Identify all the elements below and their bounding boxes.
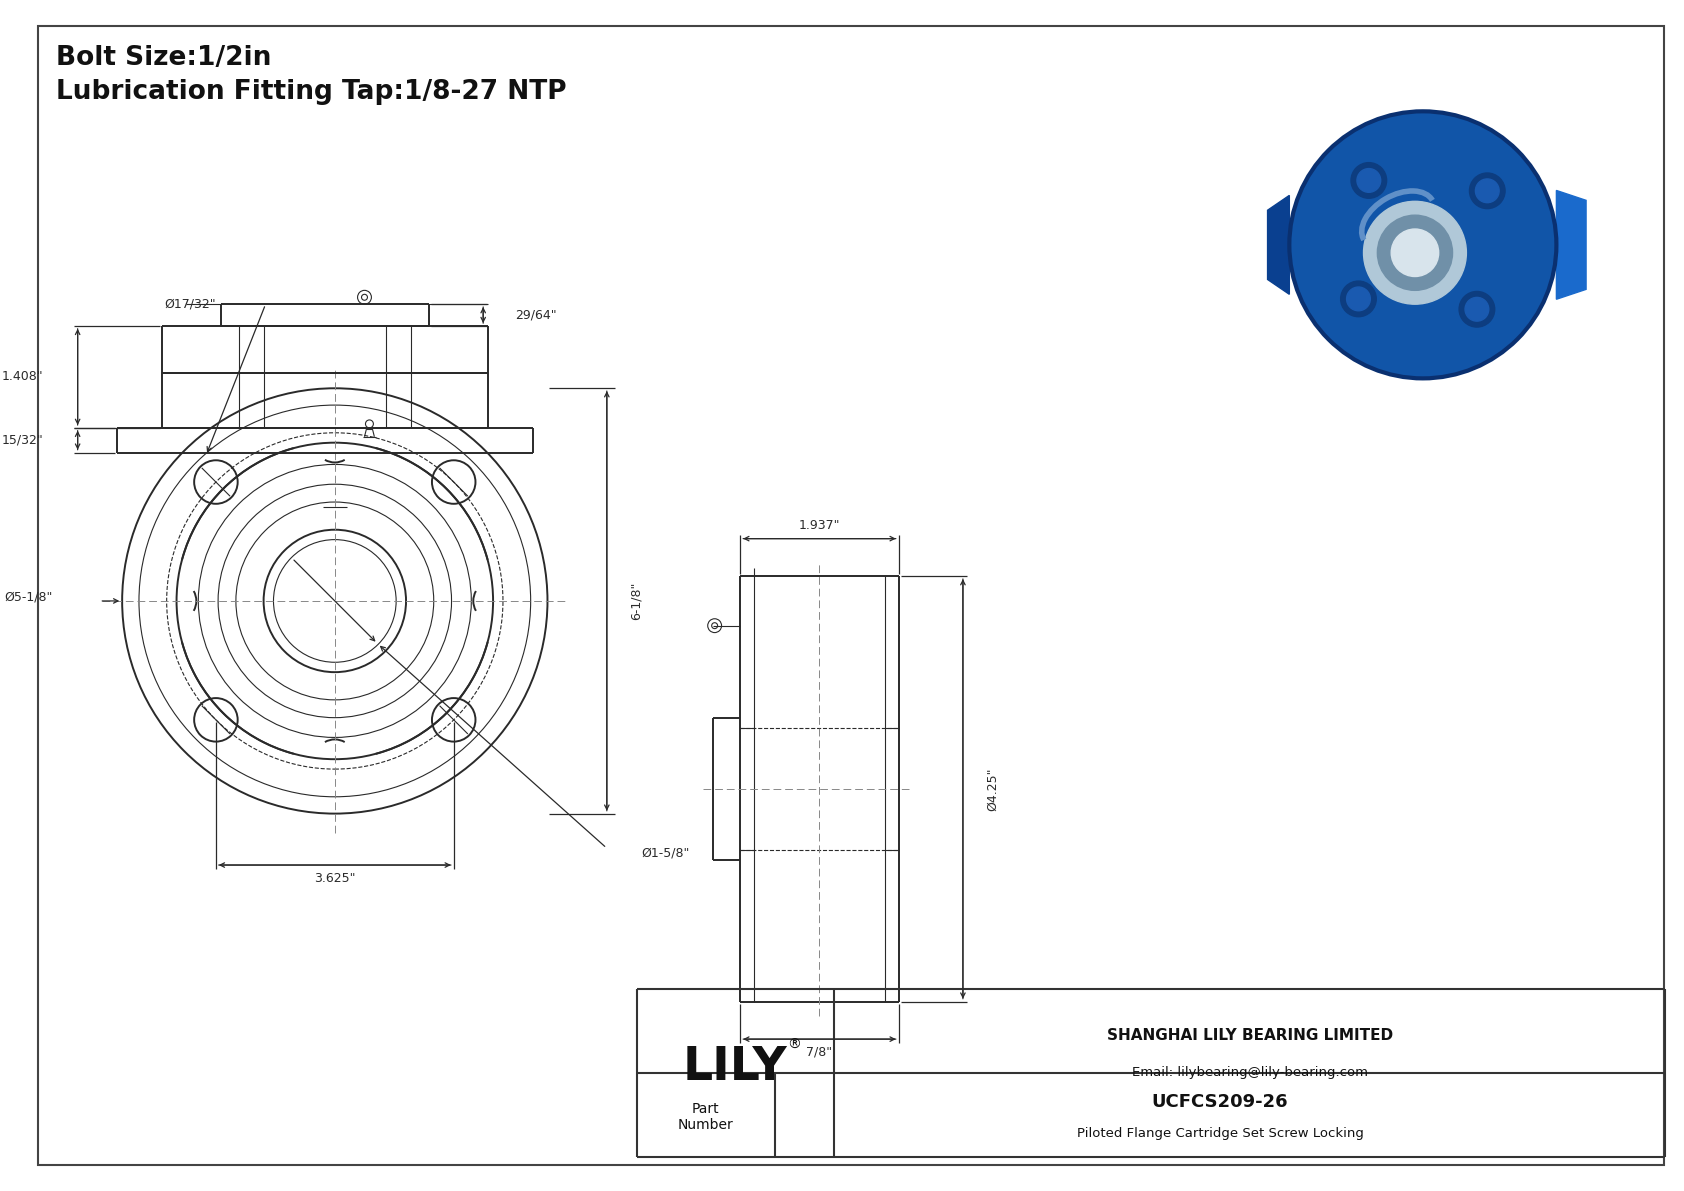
Circle shape: [1391, 229, 1438, 276]
Text: Ø5-1/8": Ø5-1/8": [5, 591, 52, 604]
Text: Bolt Size:1/2in: Bolt Size:1/2in: [56, 45, 271, 71]
Text: 1.937": 1.937": [798, 519, 840, 532]
Circle shape: [1364, 201, 1467, 304]
Text: LILY: LILY: [684, 1046, 788, 1090]
Text: Part
Number: Part Number: [679, 1102, 734, 1133]
Text: Ø1-5/8": Ø1-5/8": [642, 847, 690, 860]
Polygon shape: [1268, 195, 1290, 294]
Circle shape: [1340, 281, 1376, 317]
Polygon shape: [1556, 191, 1586, 299]
Text: 6-1/8": 6-1/8": [630, 581, 643, 621]
Circle shape: [1475, 179, 1499, 202]
Text: Lubrication Fitting Tap:1/8-27 NTP: Lubrication Fitting Tap:1/8-27 NTP: [56, 79, 566, 105]
Circle shape: [1290, 111, 1556, 379]
Text: ®: ®: [786, 1039, 800, 1052]
Text: UCFCS209-26: UCFCS209-26: [1152, 1093, 1288, 1111]
Circle shape: [1470, 173, 1505, 208]
Text: Ø17/32": Ø17/32": [165, 298, 216, 311]
Circle shape: [1465, 298, 1489, 322]
Text: 15/32": 15/32": [2, 434, 44, 447]
Text: Piloted Flange Cartridge Set Screw Locking: Piloted Flange Cartridge Set Screw Locki…: [1076, 1127, 1364, 1140]
Text: 3.625": 3.625": [313, 872, 355, 885]
Circle shape: [1458, 292, 1495, 328]
Text: Ø4.25": Ø4.25": [987, 767, 999, 811]
Circle shape: [1357, 169, 1381, 192]
Text: 1.408": 1.408": [2, 370, 44, 384]
Text: 29/64": 29/64": [515, 308, 556, 322]
Circle shape: [1378, 216, 1453, 291]
Text: 7/8": 7/8": [807, 1046, 832, 1059]
Text: SHANGHAI LILY BEARING LIMITED: SHANGHAI LILY BEARING LIMITED: [1106, 1028, 1393, 1043]
Text: Email: lilybearing@lily-bearing.com: Email: lilybearing@lily-bearing.com: [1132, 1066, 1367, 1079]
Circle shape: [1351, 163, 1386, 198]
Circle shape: [1347, 287, 1371, 311]
